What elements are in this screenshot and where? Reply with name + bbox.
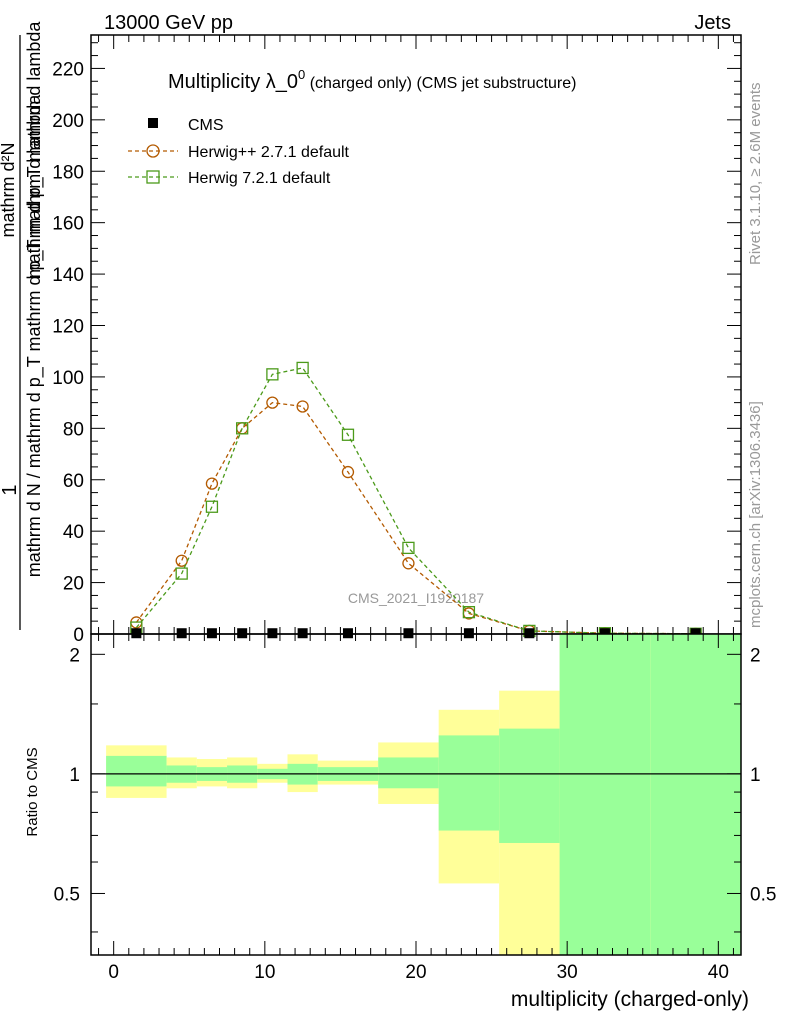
y-label-denominator: mathrm d N / mathrm d p_T mathrm d p_T m…	[24, 94, 45, 577]
x-axis-label: multiplicity (charged-only)	[511, 988, 749, 1011]
herwigpp-point	[402, 557, 415, 570]
ratio-band-green	[106, 755, 167, 787]
main-y-tick-label: 60	[63, 471, 84, 492]
y-label-inner-numerator: mathrm d²N	[0, 142, 18, 237]
herwig7-point	[341, 428, 355, 441]
main-x-ticks	[98, 35, 734, 634]
chart-title-sup: 0	[298, 67, 305, 82]
mcplots-label: mcplots.cern.ch [arXiv:1306.3436]	[747, 401, 764, 628]
legend-item-herwigpp: Herwig++ 2.7.1 default	[128, 144, 350, 161]
legend-marker-cms	[148, 118, 158, 128]
rivet-label: Rivet 3.1.10, ≥ 2.6M events	[747, 83, 764, 266]
legend-label-herwig7: Herwig 7.2.1 default	[188, 170, 331, 187]
legend-item-cms: CMS	[148, 117, 224, 134]
herwig7-point	[296, 361, 309, 375]
ratio-y-tick-label-right: 0.5	[750, 884, 776, 905]
main-y-tick-label: 180	[52, 162, 84, 183]
series-cms	[131, 628, 701, 639]
legend: CMS Herwig++ 2.7.1 default Herwig 7.2.1 …	[128, 117, 350, 187]
herwigpp-point	[266, 396, 279, 409]
legend-marker-herwig7	[146, 170, 160, 184]
y-label-inner-denominator: mathrm d p_T mathrm d lambda	[24, 21, 45, 279]
series-herwig7	[130, 361, 702, 640]
ratio-y-tick-label-right: 2	[750, 645, 761, 666]
main-panel: CMS_2021_I1920187 0 20 40 60 80 100 120 140 160 1…	[0, 21, 742, 646]
main-y-tick-label: 120	[52, 317, 84, 338]
herwigpp-point	[296, 400, 309, 413]
series-line-2	[135, 367, 696, 635]
cms-point	[297, 628, 308, 639]
ratio-y-tick-label-left: 2	[69, 645, 80, 666]
cms-point	[342, 628, 353, 639]
x-tick-label: 30	[557, 962, 578, 983]
main-y-tick-label: 0	[73, 625, 84, 646]
ratio-band-green	[559, 634, 651, 955]
ratio-band-green	[378, 757, 439, 789]
main-y-tick-label: 80	[63, 419, 84, 440]
chart-title-rest: (charged only) (CMS jet substructure)	[305, 75, 576, 92]
cms-point	[176, 628, 187, 639]
cms-point	[206, 628, 217, 639]
herwig7-point	[266, 368, 279, 381]
x-tick-label: 0	[108, 962, 119, 983]
ratio-x-ticks: 0 10 20 30 40	[98, 634, 734, 983]
herwig7-point	[205, 500, 219, 513]
main-y-tick-label: 140	[52, 265, 84, 286]
x-tick-label: 20	[405, 962, 426, 983]
herwig7-point	[402, 541, 415, 555]
main-y-tick-label: 40	[63, 522, 84, 543]
main-y-tick-label: 20	[63, 574, 84, 595]
x-tick-label: 40	[708, 962, 729, 983]
ratio-band-green	[438, 735, 500, 831]
herwig7-point	[236, 422, 249, 435]
legend-item-herwig7: Herwig 7.2.1 default	[128, 170, 331, 187]
series-line-1	[135, 401, 696, 635]
ratio-bands	[106, 634, 741, 955]
ratio-y-ticks: 0.5 0.5 1 1 2 2	[54, 645, 776, 933]
main-y-tick-label: 200	[52, 111, 84, 132]
ratio-panel: 0.5 0.5 1 1 2 2 0 10 20 30 40 Ratio to CMS multip…	[24, 633, 776, 1011]
main-y-label: 1 mathrm d N / mathrm d p_T mathrm d p_T…	[0, 21, 45, 630]
legend-label-herwigpp: Herwig++ 2.7.1 default	[188, 144, 350, 161]
cms-point	[463, 628, 474, 639]
header-right: Jets	[694, 12, 731, 34]
legend-label-cms: CMS	[188, 117, 224, 134]
chart-title-main: Multiplicity λ_0	[168, 71, 298, 93]
ratio-y-tick-label-right: 1	[750, 765, 761, 786]
main-y-tick-label: 220	[52, 59, 84, 80]
herwigpp-point	[205, 477, 219, 490]
herwig7-point	[175, 567, 188, 580]
chart-title: Multiplicity λ_00 (charged only) (CMS je…	[168, 67, 576, 93]
ratio-band-green	[650, 634, 741, 955]
cms-point	[403, 628, 414, 639]
cms-point	[599, 628, 610, 639]
ratio-frame	[90, 633, 742, 956]
herwig7-point	[462, 605, 476, 619]
cms-point	[267, 628, 278, 639]
herwigpp-point	[341, 465, 355, 479]
header-left: 13000 GeV pp	[104, 12, 233, 34]
main-y-tick-label: 160	[52, 214, 84, 235]
ratio-y-label: Ratio to CMS	[24, 747, 41, 836]
ratio-y-tick-label-left: 1	[69, 765, 80, 786]
y-label-one: 1	[0, 484, 21, 495]
watermark: CMS_2021_I1920187	[348, 590, 484, 606]
ratio-y-tick-label-left: 0.5	[54, 884, 80, 905]
cms-point	[131, 628, 142, 639]
cms-point	[237, 628, 248, 639]
cms-point	[690, 628, 701, 639]
main-y-tick-label: 100	[52, 368, 84, 389]
ratio-band-green	[499, 728, 560, 843]
legend-marker-herwigpp	[146, 144, 160, 158]
cms-point	[524, 628, 535, 639]
x-tick-label: 10	[254, 962, 275, 983]
main-y-ticks: 0 20 40 60 80 100 120 140 160 180 200 220	[52, 42, 741, 646]
